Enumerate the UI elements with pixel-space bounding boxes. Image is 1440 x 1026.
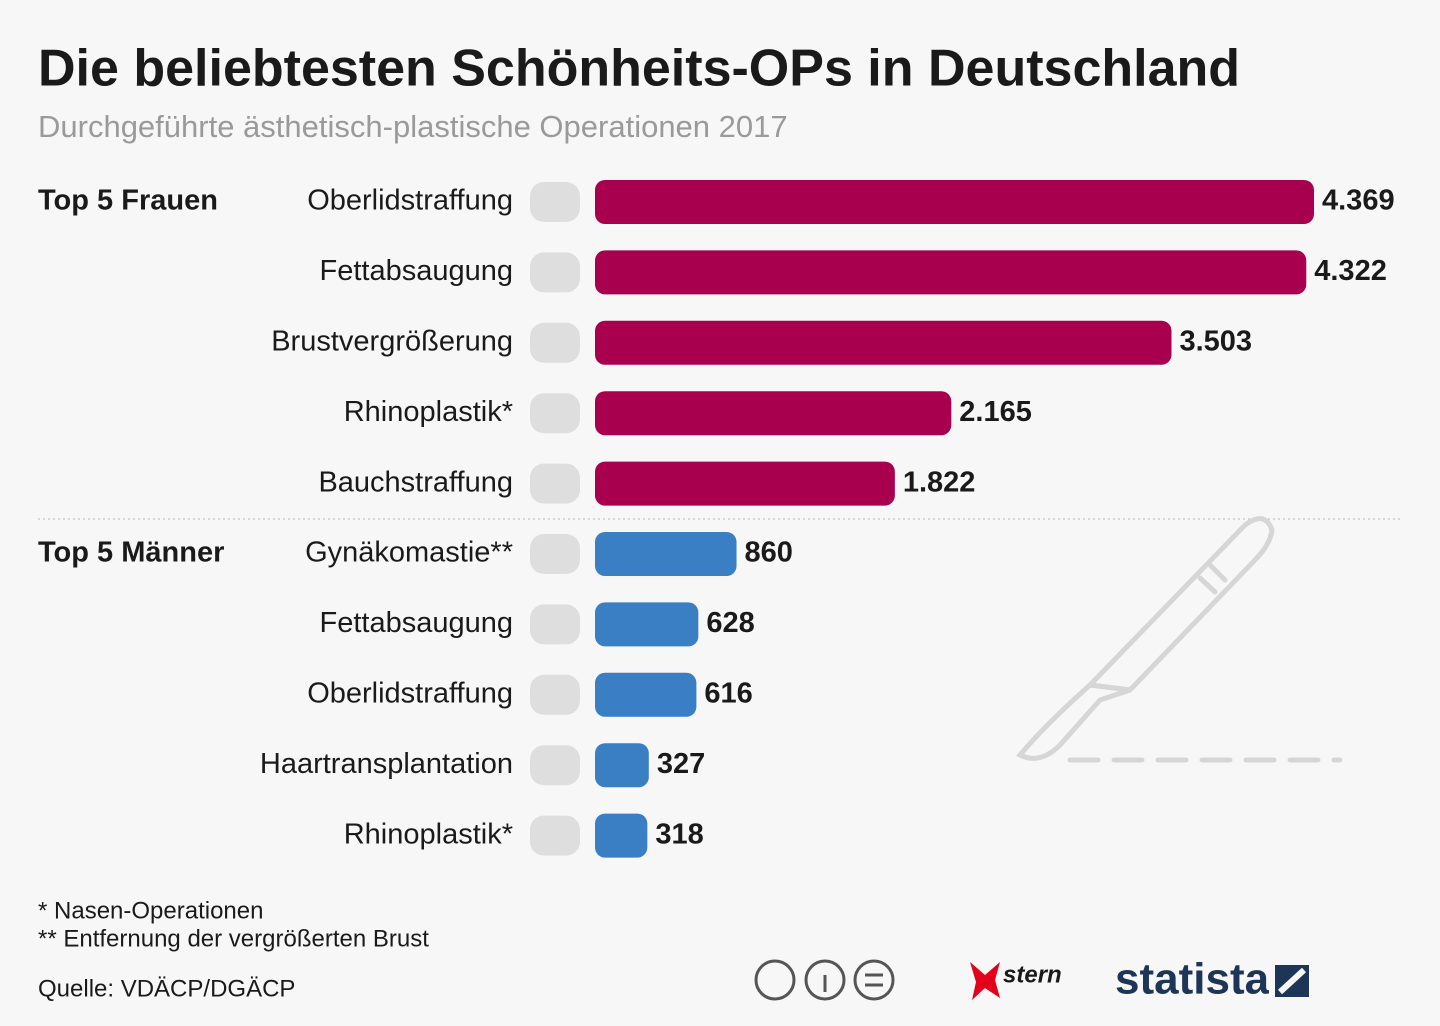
category-label: Rhinoplastik* [344,818,513,850]
logo: statista [1115,955,1270,1004]
bar [595,672,697,717]
bar [595,391,952,436]
bar [595,602,699,647]
procedure-icon [530,252,580,293]
procedure-icon [530,815,580,856]
category-label: Oberlidstraffung [307,185,513,217]
chart-subtitle: Durchgeführte ästhetisch-plastische Oper… [38,109,788,144]
value-label: 327 [657,748,705,780]
category-label: Bauchstraffung [318,466,513,498]
procedure-icon [530,322,580,363]
source: Quelle: VDÄCP/DGÄCP [38,975,295,1002]
logo: stern [1003,961,1062,988]
bar [595,320,1172,365]
statista-icon [1269,959,1315,1003]
group-label: Top 5 Männer [38,537,224,569]
value-label: 4.369 [1322,185,1395,217]
bar [595,250,1307,295]
bar [595,461,895,506]
chart-title: Die beliebtesten Schönheits-OPs in Deuts… [38,40,1240,98]
value-label: 628 [706,607,754,639]
group-label: Top 5 Frauen [38,185,218,217]
procedure-icon [530,604,580,645]
value-label: 4.322 [1314,255,1387,287]
bar [595,813,648,858]
value-label: 1.822 [903,466,976,498]
procedure-icon [530,674,580,715]
category-label: Haartransplantation [260,748,513,780]
category-label: Gynäkomastie** [305,537,513,569]
procedure-icon [530,393,580,434]
procedure-icon [530,182,580,222]
procedure-icon [530,745,580,786]
procedure-icon [530,463,580,504]
category-label: Brustvergrößerung [271,325,513,357]
value-label: 616 [704,677,752,709]
value-label: 3.503 [1179,325,1252,357]
category-label: Oberlidstraffung [307,677,513,709]
value-label: 318 [655,818,703,850]
value-label: 860 [745,537,793,569]
license-icons [754,959,895,1001]
bar [595,180,1314,224]
footnote: ** Entfernung der vergrößerten Brust [38,925,429,952]
category-label: Rhinoplastik* [344,396,513,428]
procedure-icon [530,534,580,574]
footnote: * Nasen-Operationen [38,897,263,924]
bar [595,532,737,576]
scalpel-illustration [1016,516,1343,763]
stern-icon [970,962,1000,1000]
category-label: Fettabsaugung [320,255,513,287]
category-label: Fettabsaugung [320,607,513,639]
bar [595,743,649,788]
value-label: 2.165 [959,396,1032,428]
